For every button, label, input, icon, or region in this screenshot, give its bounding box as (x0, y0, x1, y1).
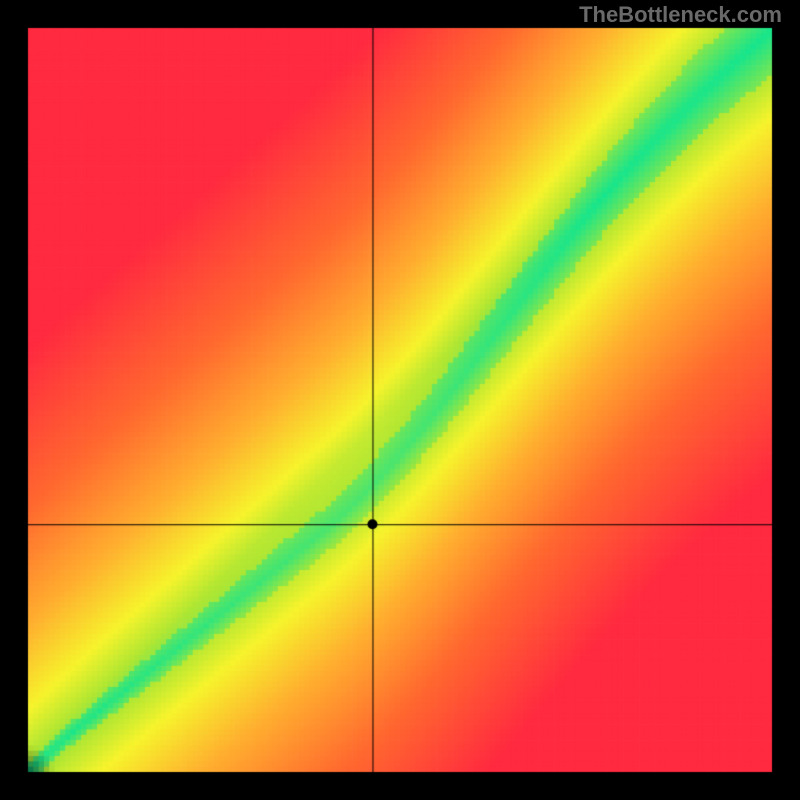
watermark-text: TheBottleneck.com (579, 2, 782, 28)
bottleneck-heatmap-canvas (0, 0, 800, 800)
